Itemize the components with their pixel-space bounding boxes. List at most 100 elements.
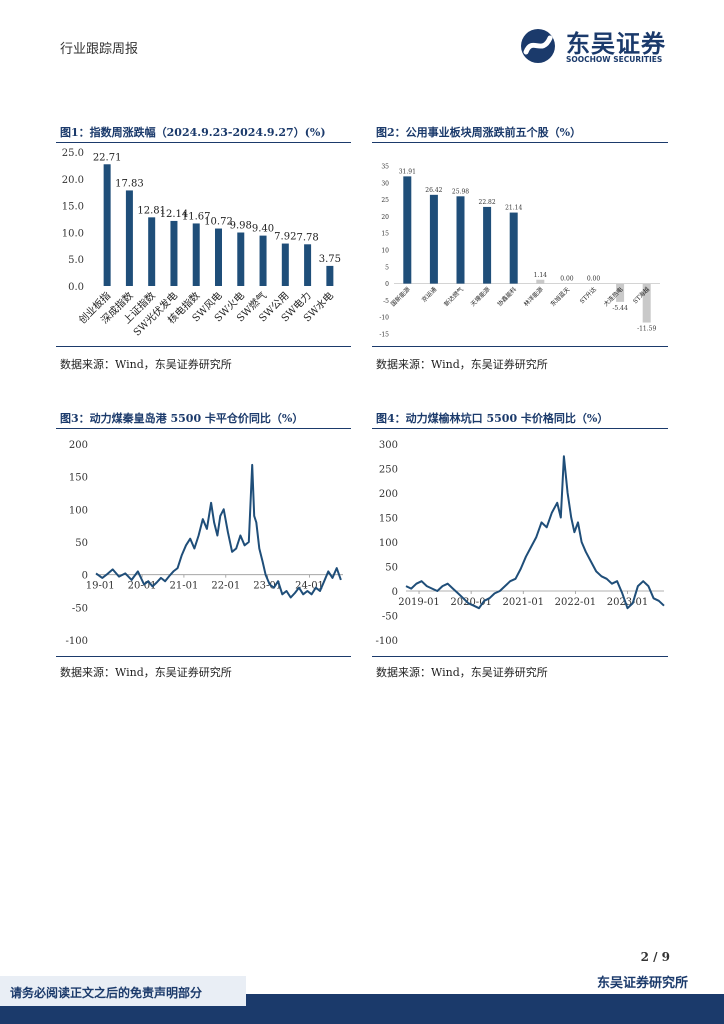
figure-4-top-rule xyxy=(372,428,668,429)
x-tick-label: 19-01 xyxy=(86,581,115,592)
disclaimer-note: 请务必阅读正文之后的免责声明部分 xyxy=(10,986,203,1000)
x-tick-label: 天壕能源 xyxy=(469,285,492,308)
y-tick-label: 35 xyxy=(381,164,389,171)
data-label: 12.14 xyxy=(160,209,189,220)
y-tick-label: 10 xyxy=(381,248,389,255)
data-label: 0.00 xyxy=(587,276,601,283)
y-tick-label: 10.0 xyxy=(62,228,84,239)
data-label: 10.72 xyxy=(204,217,233,228)
bar xyxy=(509,212,518,284)
figure-3-bottom-rule xyxy=(56,656,351,657)
bar xyxy=(148,217,156,286)
figure-1-title: 图1：指数周涨跌幅（2024.9.23-2024.9.27）(%) xyxy=(60,126,326,139)
bar xyxy=(237,232,245,286)
bar xyxy=(125,190,133,286)
data-label: 12.81 xyxy=(137,205,166,216)
y-tick-label: 5.0 xyxy=(68,255,84,266)
report-type-label: 行业跟踪周报 xyxy=(60,42,139,57)
y-tick-label: 100 xyxy=(69,505,88,516)
x-tick-label: 23-01 xyxy=(253,581,282,592)
footer-institute: 东吴证券研究所 xyxy=(596,976,688,991)
y-tick-label: 0.0 xyxy=(68,282,84,293)
y-tick-label: -50 xyxy=(72,603,88,614)
y-tick-label: 5 xyxy=(385,264,389,271)
bar xyxy=(304,244,312,286)
data-label: -5.44 xyxy=(612,305,628,312)
y-tick-label: 300 xyxy=(379,440,398,451)
y-tick-label: -10 xyxy=(379,315,389,322)
data-label: 25.98 xyxy=(452,188,469,195)
x-tick-label: 20-01 xyxy=(128,581,157,592)
figure-2-title: 图2：公用事业板块周涨跌前五个股（%） xyxy=(376,126,582,139)
bar xyxy=(456,196,465,284)
y-tick-label: 0 xyxy=(82,571,88,582)
data-label: 7.78 xyxy=(296,232,318,243)
figure-1-bottom-rule xyxy=(56,346,351,347)
y-tick-label: 25 xyxy=(381,197,389,204)
x-tick-label: 京运通 xyxy=(420,285,438,303)
y-tick-label: 20.0 xyxy=(62,175,84,186)
y-tick-label: 150 xyxy=(379,514,398,525)
data-label: 0.00 xyxy=(560,276,574,283)
bar xyxy=(616,283,625,302)
y-tick-label: 50 xyxy=(75,538,88,549)
logo-text-cn: 东吴证券 xyxy=(566,30,666,58)
bar xyxy=(259,235,267,286)
y-tick-label: 200 xyxy=(379,489,398,500)
figure-4-title: 图4：动力煤榆林坑口 5500 卡价格同比（%） xyxy=(376,412,609,425)
page-number: 2 / 9 xyxy=(640,950,670,964)
y-tick-label: 15 xyxy=(381,231,389,238)
data-label: 11.67 xyxy=(182,211,211,222)
figure-3-source: 数据来源：Wind，东吴证券研究所 xyxy=(60,666,232,679)
data-label: 26.42 xyxy=(425,187,442,194)
y-tick-label: -50 xyxy=(382,612,398,623)
y-tick-label: 200 xyxy=(69,440,88,451)
y-tick-label: 50 xyxy=(385,563,398,574)
figure-2-top-rule xyxy=(372,142,668,143)
x-tick-label: 24-01 xyxy=(295,581,324,592)
figure-1-top-rule xyxy=(56,142,351,143)
data-label: 9.40 xyxy=(252,224,274,235)
y-tick-label: 15.0 xyxy=(62,202,84,213)
bar xyxy=(170,220,178,286)
y-tick-label: -100 xyxy=(66,636,88,647)
figure-2-source: 数据来源：Wind，东吴证券研究所 xyxy=(376,358,548,371)
data-label: -11.59 xyxy=(637,326,656,333)
x-tick-label: 22-01 xyxy=(211,581,240,592)
data-label: 3.75 xyxy=(319,254,341,265)
y-tick-label: 100 xyxy=(379,538,398,549)
y-tick-label: 0 xyxy=(392,587,398,598)
data-label: 9.98 xyxy=(230,221,252,232)
data-label: 17.83 xyxy=(115,178,144,189)
data-label: 22.82 xyxy=(479,199,496,206)
y-tick-label: 20 xyxy=(381,214,389,221)
x-tick-label: 21-01 xyxy=(170,581,199,592)
x-tick-label: 2020-01 xyxy=(450,597,492,608)
y-tick-label: 150 xyxy=(69,473,88,484)
bar xyxy=(536,279,545,284)
data-label: 1.14 xyxy=(534,272,548,279)
bar xyxy=(642,283,651,323)
bar xyxy=(103,164,111,286)
figure-3-chart: -100 -50 0 50 100 150 200 19-01 20-01 21-01 22-01 2… xyxy=(66,440,343,647)
bar xyxy=(326,265,334,286)
x-tick-label: ST升达 xyxy=(578,285,598,305)
data-label: 21.14 xyxy=(505,205,522,212)
data-label: 31.91 xyxy=(399,168,416,175)
series-line xyxy=(405,455,665,610)
data-label: 22.71 xyxy=(93,152,122,163)
y-tick-label: -15 xyxy=(379,332,389,339)
logo-text-en: SOOCHOW SECURITIES xyxy=(566,55,663,64)
figure-4-chart: -100 -50 0 50 100 150 200 250 300 2019-01 2020-01 2… xyxy=(376,440,665,647)
y-tick-label: -100 xyxy=(376,636,398,647)
figure-1-source: 数据来源：Wind，东吴证券研究所 xyxy=(60,358,232,371)
y-tick-label: -5 xyxy=(383,298,389,305)
x-tick-label: 国新能源 xyxy=(389,285,412,308)
figure-4-source: 数据来源：Wind，东吴证券研究所 xyxy=(376,666,548,679)
y-tick-label: 30 xyxy=(381,180,389,187)
figure-3-title: 图3：动力煤秦皇岛港 5500 卡平仓价同比（%） xyxy=(60,412,304,425)
figure-2-chart: -15 -10 -5 0 5 10 15 20 25 30 35 31.91 国新能源 26.42 京运通 2… xyxy=(379,164,660,339)
bar xyxy=(192,223,200,286)
x-tick-label: 2019-01 xyxy=(398,597,440,608)
figure-1-chart: 0.05.010.015.020.025.0 22.71创业板指17.83深成指数… xyxy=(62,148,341,339)
